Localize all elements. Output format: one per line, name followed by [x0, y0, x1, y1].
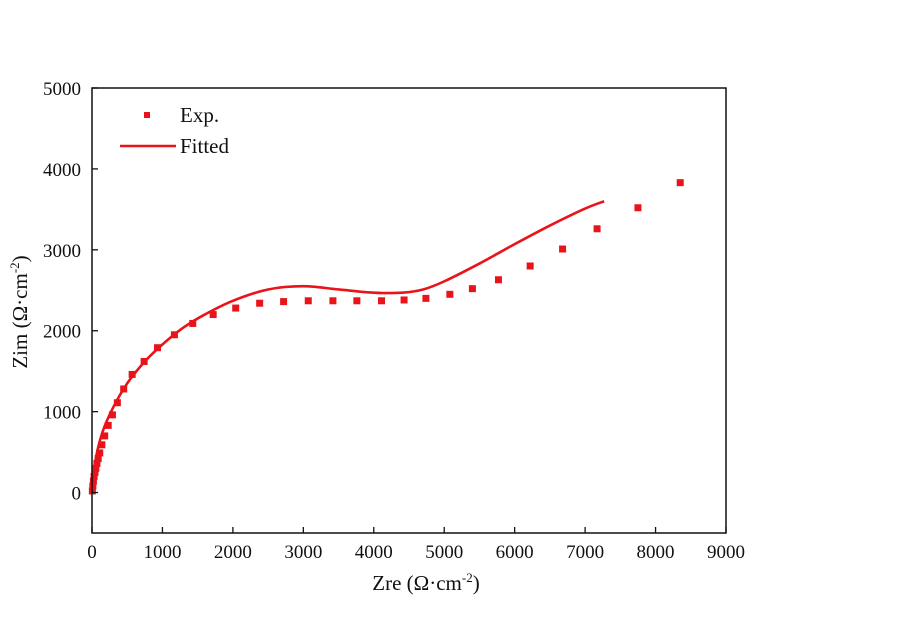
x-tick-label: 5000 [425, 542, 463, 563]
plot-frame [91, 87, 727, 534]
y-tick-label: 4000 [43, 160, 81, 181]
exp-data-point [209, 311, 217, 319]
exp-data-point [113, 399, 121, 407]
exp-data-point [96, 449, 104, 457]
exp-data-point [89, 482, 97, 490]
x-tick-label: 4000 [355, 542, 393, 563]
plot-area [88, 179, 684, 495]
y-tick-label: 5000 [43, 79, 81, 100]
x-tick-label: 2000 [214, 542, 252, 563]
x-tick-label: 0 [87, 542, 97, 563]
exp-data-point [304, 297, 312, 305]
exp-data-point [446, 290, 454, 298]
exp-data-point [120, 385, 128, 393]
exp-data-point [128, 370, 136, 378]
x-tick-label: 8000 [637, 542, 675, 563]
exp-data-point [634, 204, 642, 212]
y-tick-label: 3000 [43, 241, 81, 262]
exp-data-point [170, 331, 178, 339]
exp-data-point [256, 299, 264, 307]
x-tick-label: 6000 [496, 542, 534, 563]
exp-data-point [189, 319, 197, 327]
x-axis: 0 1000 2000 3000 4000 5000 6000 7000 8000 9000 [87, 527, 745, 563]
exp-data-point [108, 411, 116, 419]
y-tick-label: 2000 [43, 322, 81, 343]
exp-data-point [101, 432, 109, 440]
exp-data-point [140, 357, 148, 365]
fitted-series-line [90, 200, 605, 493]
y-tick-label: 1000 [43, 403, 81, 424]
exp-data-point [91, 468, 99, 476]
y-axis-title-main: Zim (Ω·cm [8, 273, 32, 369]
y-axis: 0 1000 2000 3000 4000 5000 [43, 79, 98, 505]
exp-data-point [104, 421, 112, 429]
x-axis-title-sup: -2 [462, 570, 473, 585]
legend: Exp. Fitted [120, 103, 230, 158]
exp-data-point [378, 297, 386, 305]
x-tick-label: 9000 [707, 542, 745, 563]
exp-data-point [468, 285, 476, 293]
x-tick-label: 7000 [566, 542, 604, 563]
x-axis-title-close: ) [473, 571, 480, 595]
exp-data-point [154, 344, 162, 352]
exp-data-point [593, 225, 601, 233]
exp-data-point [93, 459, 101, 467]
exp-data-point [94, 455, 102, 463]
legend-label-exp: Exp. [180, 103, 219, 127]
x-axis-title-main: Zre (Ω·cm [372, 571, 462, 595]
exp-data-point [232, 304, 240, 312]
x-axis-title: Zre (Ω·cm-2) [372, 570, 479, 595]
exp-data-point [90, 472, 98, 480]
x-tick-label: 3000 [284, 542, 322, 563]
exp-data-point [400, 296, 408, 304]
exp-data-point [494, 276, 502, 284]
y-axis-title-sup: -2 [7, 262, 22, 273]
exp-data-point [526, 262, 534, 270]
exp-data-point [559, 245, 567, 253]
exp-data-point [329, 297, 337, 305]
exp-data-point [89, 477, 97, 485]
x-tick-label: 1000 [143, 542, 181, 563]
legend-marker-exp [144, 112, 150, 118]
exp-data-point [280, 298, 288, 306]
exp-data-point [353, 297, 361, 305]
y-tick-label: 0 [72, 484, 82, 505]
y-axis-title: Zim (Ω·cm-2) [7, 255, 32, 368]
exp-data-point [98, 441, 106, 449]
legend-label-fitted: Fitted [180, 134, 230, 158]
y-axis-title-close: ) [8, 255, 32, 262]
exp-data-point [676, 179, 684, 187]
exp-data-point [92, 464, 100, 472]
exp-data-point [422, 294, 430, 302]
